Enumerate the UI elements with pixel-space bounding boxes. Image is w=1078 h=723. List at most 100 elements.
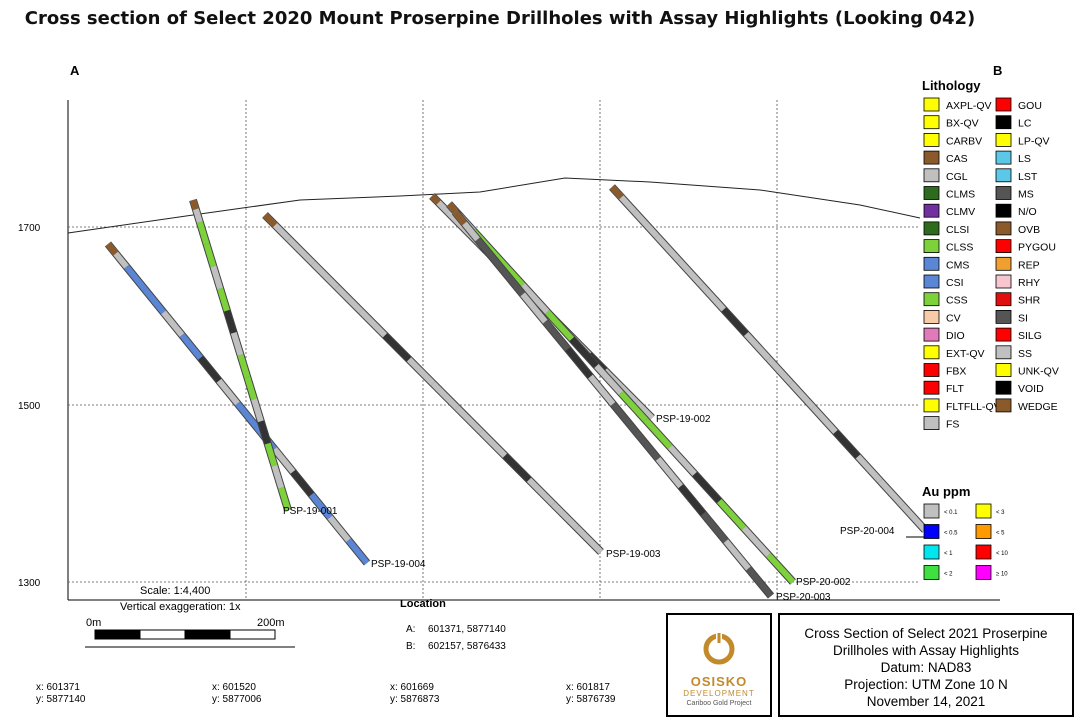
legend-swatch bbox=[923, 363, 940, 377]
grid-lines bbox=[68, 100, 920, 600]
drillhole-segment bbox=[574, 525, 604, 555]
drillhole-segment bbox=[526, 477, 556, 506]
legend-label: CAS bbox=[946, 153, 968, 165]
location-b-label: B: bbox=[406, 641, 415, 652]
drillhole-segment bbox=[454, 405, 484, 434]
logo-tagline: Cariboo Gold Project bbox=[686, 700, 752, 707]
legend-swatch bbox=[995, 221, 1012, 236]
easting-y-label: y: 5877006 bbox=[212, 694, 262, 705]
drillhole-segment bbox=[358, 309, 388, 338]
legend-swatch bbox=[995, 115, 1012, 130]
au-legend-label: < 0.1 bbox=[944, 510, 958, 516]
legend-label: CSS bbox=[946, 295, 968, 307]
info-line: Datum: NAD83 bbox=[880, 660, 972, 675]
drillhole-segment bbox=[643, 417, 673, 450]
legend-swatch bbox=[995, 256, 1012, 271]
au-legend-swatch bbox=[975, 524, 992, 539]
legend-swatch bbox=[995, 150, 1012, 165]
drillhole-segment bbox=[257, 420, 271, 445]
drillhole-segment bbox=[290, 469, 314, 497]
drillhole-segment bbox=[161, 310, 185, 338]
drillhole-segment bbox=[264, 442, 278, 467]
drillhole-segment bbox=[900, 503, 928, 533]
drillhole-collar bbox=[452, 210, 467, 226]
legend-swatch bbox=[995, 327, 1012, 342]
legend-swatch bbox=[923, 256, 940, 271]
legend-swatch bbox=[995, 309, 1012, 324]
drillhole-segment bbox=[565, 347, 593, 379]
drillhole-segment bbox=[833, 429, 861, 459]
drillhole-segment bbox=[520, 292, 548, 324]
drillhole-segment bbox=[667, 444, 697, 477]
au-legend-label: < 3 bbox=[996, 510, 1005, 516]
legend-label: CGL bbox=[946, 171, 968, 183]
au-legend-label: < 10 bbox=[996, 551, 1009, 557]
legend-label: OVB bbox=[1018, 224, 1040, 236]
drillhole-segment bbox=[382, 333, 412, 362]
au-legend-swatch bbox=[923, 524, 940, 539]
au-legend-swatch bbox=[975, 565, 992, 580]
lithology-legend: AXPL-QV BX-QV CARBV CAS CGL CLMS CLMV CLSI CLSS C… bbox=[923, 97, 1059, 431]
legend-label: WEDGE bbox=[1018, 401, 1058, 413]
drillhole-label: PSP-20-002 bbox=[796, 577, 851, 588]
drillhole-segment bbox=[310, 261, 340, 290]
legend-swatch bbox=[995, 292, 1012, 307]
legend-label: LC bbox=[1018, 118, 1032, 130]
drillhole-segment bbox=[633, 429, 661, 461]
au-legend: < 0.1 < 0.5 < 1 < 2 < 3 < 5 < 10 ≥ 10 bbox=[923, 503, 1009, 580]
legend-label: FBX bbox=[946, 366, 966, 378]
drillhole-segment bbox=[495, 255, 525, 288]
drillhole-collar bbox=[429, 193, 441, 205]
drillhole-segment bbox=[217, 287, 230, 312]
drillhole-segment bbox=[678, 484, 706, 516]
drillhole-segment bbox=[588, 374, 616, 406]
drillhole-collar bbox=[262, 212, 278, 228]
legend-label: FLTFLL-QV bbox=[946, 401, 1001, 413]
legend-swatch bbox=[923, 274, 940, 289]
legend-label: CV bbox=[946, 312, 961, 324]
easting-x-label: x: 601817 bbox=[566, 682, 610, 693]
legend-label: PYGOU bbox=[1018, 242, 1056, 254]
legend-swatch bbox=[995, 203, 1012, 218]
legend-label: AXPL-QV bbox=[946, 100, 992, 112]
osisko-logo-icon bbox=[703, 632, 735, 665]
location-a-label: A: bbox=[406, 624, 415, 635]
legend-swatch bbox=[923, 186, 940, 200]
drillhole-segment bbox=[810, 405, 838, 435]
drillhole-segment bbox=[569, 336, 599, 369]
easting-y-label: y: 5876873 bbox=[390, 694, 440, 705]
endpoint-b-label: B bbox=[993, 63, 1002, 78]
au-legend-swatch bbox=[923, 565, 940, 580]
lithology-legend-title: Lithology bbox=[922, 78, 981, 93]
topography-line bbox=[67, 177, 921, 234]
drillhole-segment bbox=[210, 265, 224, 290]
drillhole-segment bbox=[746, 566, 774, 598]
drillhole-segment bbox=[766, 552, 796, 585]
drillhole-label: PSP-19-001 bbox=[283, 506, 338, 517]
drillhole-segment bbox=[502, 453, 532, 482]
legend-swatch bbox=[923, 309, 940, 324]
location-title: Location bbox=[400, 598, 446, 610]
easting-x-label: x: 601669 bbox=[390, 682, 434, 693]
elevation-label: 1500 bbox=[18, 401, 41, 412]
drillhole-label: PSP-20-004 bbox=[840, 526, 895, 537]
drillhole-collar bbox=[105, 242, 119, 256]
drillhole-collar bbox=[609, 184, 624, 200]
drillhole-segment bbox=[235, 401, 259, 429]
drillhole-segment bbox=[406, 357, 436, 386]
info-line: Drillholes with Assay Highlights bbox=[832, 643, 1020, 658]
au-legend-label: ≥ 10 bbox=[996, 572, 1008, 578]
legend-swatch bbox=[923, 168, 940, 183]
legend-swatch bbox=[995, 274, 1012, 289]
elevation-label: 1700 bbox=[18, 223, 41, 234]
legend-label: CSI bbox=[946, 277, 964, 289]
drillhole-segment bbox=[475, 237, 503, 269]
legend-label: FLT bbox=[946, 383, 964, 395]
au-legend-swatch bbox=[923, 544, 940, 560]
legend-swatch bbox=[995, 97, 1012, 112]
drillhole-segment bbox=[272, 447, 296, 474]
elevation-label: 1300 bbox=[18, 578, 41, 589]
au-legend-title-bg bbox=[920, 480, 998, 496]
drillhole-segment bbox=[878, 478, 905, 508]
